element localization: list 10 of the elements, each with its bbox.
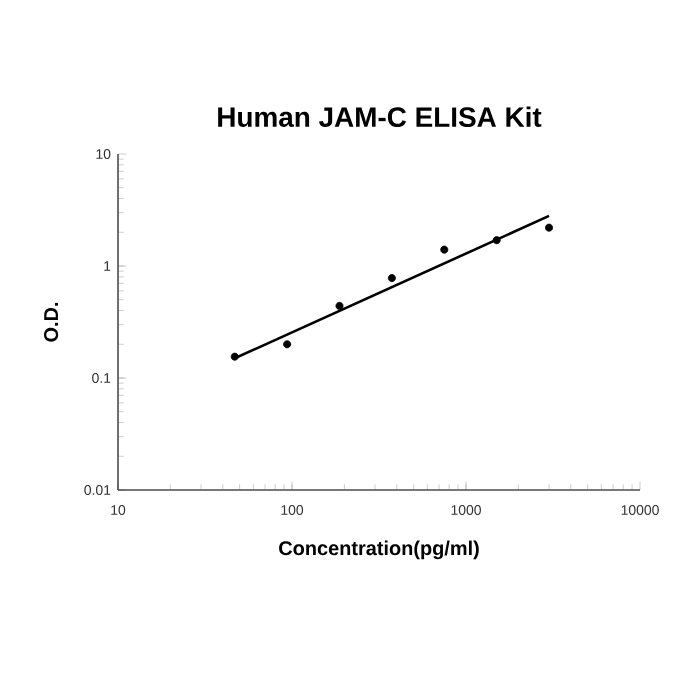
point xyxy=(440,245,449,254)
chart-title: Human JAM-C ELISA Kit xyxy=(218,106,542,128)
point xyxy=(387,274,396,283)
point xyxy=(283,340,292,349)
point xyxy=(335,301,344,310)
point xyxy=(545,223,554,232)
x-axis-title: Concentration(pg/ml) xyxy=(279,540,479,560)
y-axis-title: O.D. xyxy=(44,302,59,342)
point xyxy=(230,352,239,361)
point xyxy=(492,236,501,245)
